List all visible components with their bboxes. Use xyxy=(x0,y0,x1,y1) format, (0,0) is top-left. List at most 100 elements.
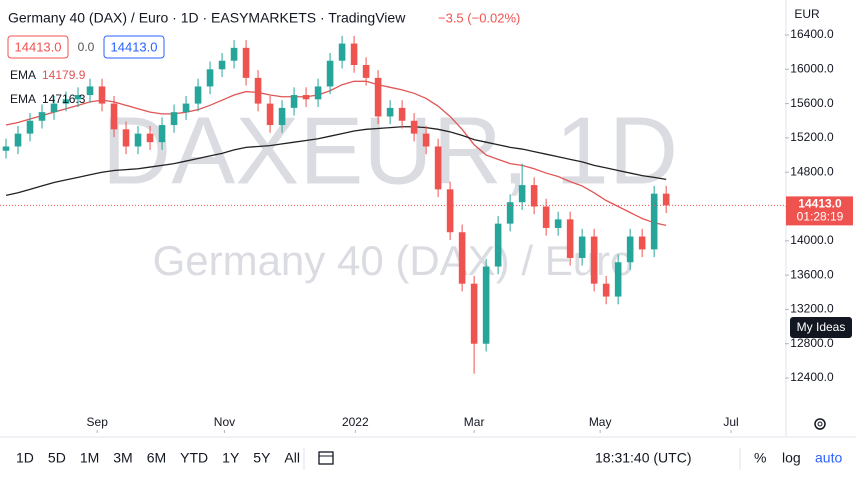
candle-body xyxy=(62,99,70,104)
spread: 0.0 xyxy=(78,40,95,54)
candle-body xyxy=(566,219,574,258)
buy-price[interactable]: 14413.0 xyxy=(111,39,158,54)
candle-body xyxy=(398,107,406,121)
candle-body xyxy=(314,86,322,100)
interval-button[interactable]: All xyxy=(284,450,300,466)
candle-body xyxy=(386,107,394,117)
countdown: 01:28:19 xyxy=(797,210,844,224)
scale-option[interactable]: auto xyxy=(815,450,842,466)
ema-line xyxy=(5,126,667,196)
candle-body xyxy=(134,133,142,147)
candle-body xyxy=(182,103,190,113)
candle-body xyxy=(266,103,274,126)
candle-body xyxy=(206,69,214,87)
candle-body xyxy=(194,86,202,104)
my-ideas-label[interactable]: My Ideas xyxy=(797,320,846,334)
candle-body xyxy=(506,202,514,224)
candle-body xyxy=(350,43,358,66)
interval-button[interactable]: YTD xyxy=(180,450,208,466)
candle-body xyxy=(38,112,46,121)
x-tick-label: Jul xyxy=(723,415,738,429)
y-tick-label: 14800.0 xyxy=(790,164,834,178)
currency[interactable]: EUR xyxy=(794,7,820,21)
calendar-icon[interactable] xyxy=(318,451,334,465)
candle-body xyxy=(374,77,382,117)
interval-button[interactable]: 1Y xyxy=(222,450,240,466)
candle-body xyxy=(578,236,586,258)
x-tick-label: Sep xyxy=(87,415,109,429)
candle-body xyxy=(362,65,370,78)
settings-icon[interactable] xyxy=(814,418,826,430)
sell-box[interactable] xyxy=(7,35,69,59)
y-tick-label: 15600.0 xyxy=(790,96,834,110)
legend-name: EMA xyxy=(10,68,36,82)
candle-body xyxy=(230,47,238,61)
interval-button[interactable]: 3M xyxy=(113,450,132,466)
interval-button[interactable]: 5Y xyxy=(253,450,271,466)
candle-body xyxy=(542,206,550,228)
candle-body xyxy=(614,262,622,297)
candle-body xyxy=(302,95,310,100)
ema-line xyxy=(5,80,667,227)
y-tick-label: 16400.0 xyxy=(790,27,834,41)
interval-button[interactable]: 1M xyxy=(80,450,99,466)
candle-body xyxy=(554,219,562,228)
candle-body xyxy=(50,103,58,113)
candle-body xyxy=(290,95,298,108)
buy-box[interactable] xyxy=(103,35,165,59)
candle-body xyxy=(326,60,334,87)
candle-body xyxy=(602,283,610,297)
candle-body xyxy=(278,107,286,126)
candle-body xyxy=(110,103,118,130)
interval-button[interactable]: 6M xyxy=(147,450,166,466)
legend-name: EMA xyxy=(10,92,36,106)
x-tick-label: 2022 xyxy=(342,415,369,429)
candle-body xyxy=(170,112,178,126)
candle-body xyxy=(458,232,466,284)
watermark-sub: Germany 40 (DAX) / Euro xyxy=(153,237,634,284)
candle-body xyxy=(74,95,82,100)
candle-body xyxy=(482,266,490,344)
candle-body xyxy=(494,223,502,267)
legend-value: 14179.9 xyxy=(42,68,86,82)
candle-body xyxy=(422,133,430,147)
scale-option[interactable]: log xyxy=(782,450,801,466)
candle-body xyxy=(446,189,454,233)
interval-button[interactable]: 5D xyxy=(48,450,66,466)
y-tick-label: 13200.0 xyxy=(790,302,834,316)
candle-body xyxy=(626,236,634,263)
candle-body xyxy=(590,236,598,284)
clock: 18:31:40 (UTC) xyxy=(595,450,691,466)
candle-body xyxy=(530,185,538,207)
y-tick-label: 13600.0 xyxy=(790,267,834,281)
last-price-label: 14413.0 xyxy=(798,197,842,211)
candle-body xyxy=(518,185,526,203)
candle-body xyxy=(434,146,442,190)
candle-body xyxy=(662,193,670,206)
candle-body xyxy=(2,146,10,151)
candle-body xyxy=(254,77,262,104)
sell-price[interactable]: 14413.0 xyxy=(15,39,62,54)
candle-body xyxy=(638,236,646,250)
candle-body xyxy=(650,193,658,250)
candle-body xyxy=(218,60,226,70)
interval-button[interactable]: 1D xyxy=(16,450,34,466)
candle-body xyxy=(146,133,154,143)
candle-body xyxy=(242,47,250,78)
y-tick-label: 12400.0 xyxy=(790,370,834,384)
candle-body xyxy=(98,86,106,104)
candle-body xyxy=(122,129,130,147)
y-tick-label: 15200.0 xyxy=(790,130,834,144)
x-tick-label: Nov xyxy=(214,415,235,429)
y-tick-label: 12800.0 xyxy=(790,336,834,350)
chart-title: Germany 40 (DAX) / Euro · 1D · EASYMARKE… xyxy=(8,10,406,26)
candle-body xyxy=(14,133,22,147)
candle-body xyxy=(26,120,34,134)
my-ideas-button[interactable] xyxy=(790,317,852,338)
legend-value: 14716.3 xyxy=(42,92,86,106)
candle-body xyxy=(158,125,166,143)
x-tick-label: May xyxy=(589,415,612,429)
scale-option[interactable]: % xyxy=(754,450,766,466)
